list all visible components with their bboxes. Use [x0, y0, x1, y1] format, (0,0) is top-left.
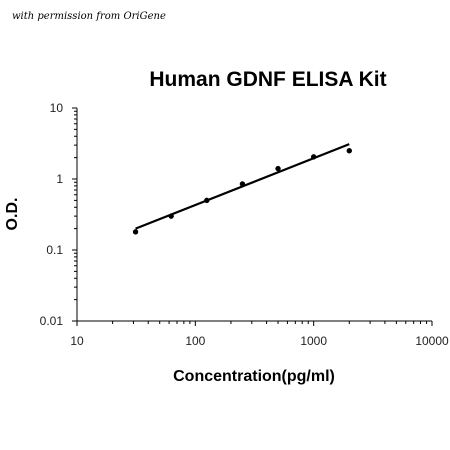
x-tick-label: 10: [70, 334, 84, 348]
axes: 10 100 1000 10000 0.01 0.1 1 10: [40, 101, 449, 348]
x-tick-label: 10000: [415, 334, 449, 348]
data-point: [168, 213, 174, 219]
y-tick-label: 0.1: [46, 243, 63, 257]
y-tick-label: 10: [50, 101, 64, 115]
data-point: [204, 197, 210, 204]
chart-title: Human GDNF ELISA Kit: [149, 68, 386, 91]
y-tick-label: 1: [56, 172, 63, 186]
data-point: [310, 154, 317, 160]
y-axis-label: O.D.: [4, 198, 21, 231]
data-point: [275, 165, 281, 172]
data-points: [132, 148, 352, 235]
data-point: [132, 229, 139, 235]
x-axis-label: Concentration(pg/ml): [173, 368, 335, 385]
x-tick-label: 100: [185, 334, 205, 348]
x-tick-label: 1000: [300, 334, 327, 348]
y-tick-label: 0.01: [40, 314, 64, 328]
data-point: [239, 181, 246, 187]
credit-text: with permission from OriGene: [12, 11, 166, 22]
data-point: [346, 148, 352, 154]
